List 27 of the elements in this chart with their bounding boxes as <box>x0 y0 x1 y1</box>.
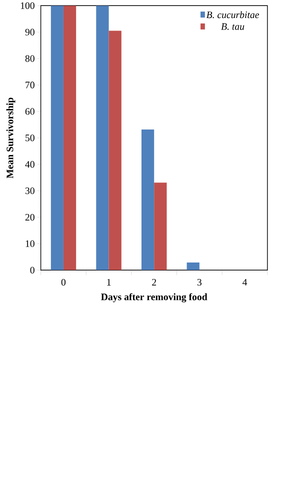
bar <box>141 129 154 270</box>
y-tick-label: 0 <box>30 266 34 274</box>
bar <box>186 262 200 270</box>
y-tick-label: 50 <box>25 134 34 142</box>
y-axis-title: Mean Survivorship <box>6 98 16 178</box>
y-tick-label: 30 <box>25 187 34 194</box>
legend-label: B. cucurbitae <box>206 11 259 18</box>
x-tick-label: 2 <box>152 278 156 286</box>
y-tick-label: 20 <box>25 214 34 221</box>
y-tick-label: 60 <box>25 108 34 115</box>
x-tick-label: 4 <box>242 278 247 286</box>
bar <box>154 182 167 270</box>
y-tick-label: 80 <box>25 55 34 62</box>
x-tick-label: 3 <box>197 278 202 286</box>
x-tick-label: 0 <box>61 278 66 286</box>
bar <box>96 6 109 270</box>
y-tick-label: 70 <box>26 82 34 88</box>
y-tick-label: 100 <box>20 2 34 9</box>
bar <box>50 6 64 270</box>
y-tick-label: 10 <box>26 240 34 248</box>
legend-label: B. tau <box>221 23 244 30</box>
y-tick-label: 90 <box>25 28 34 36</box>
bar <box>108 30 122 270</box>
x-tick-label: 1 <box>107 278 111 286</box>
bar <box>63 6 76 270</box>
y-tick-label: 40 <box>25 161 34 168</box>
x-axis-title: Days after removing food <box>100 293 208 302</box>
